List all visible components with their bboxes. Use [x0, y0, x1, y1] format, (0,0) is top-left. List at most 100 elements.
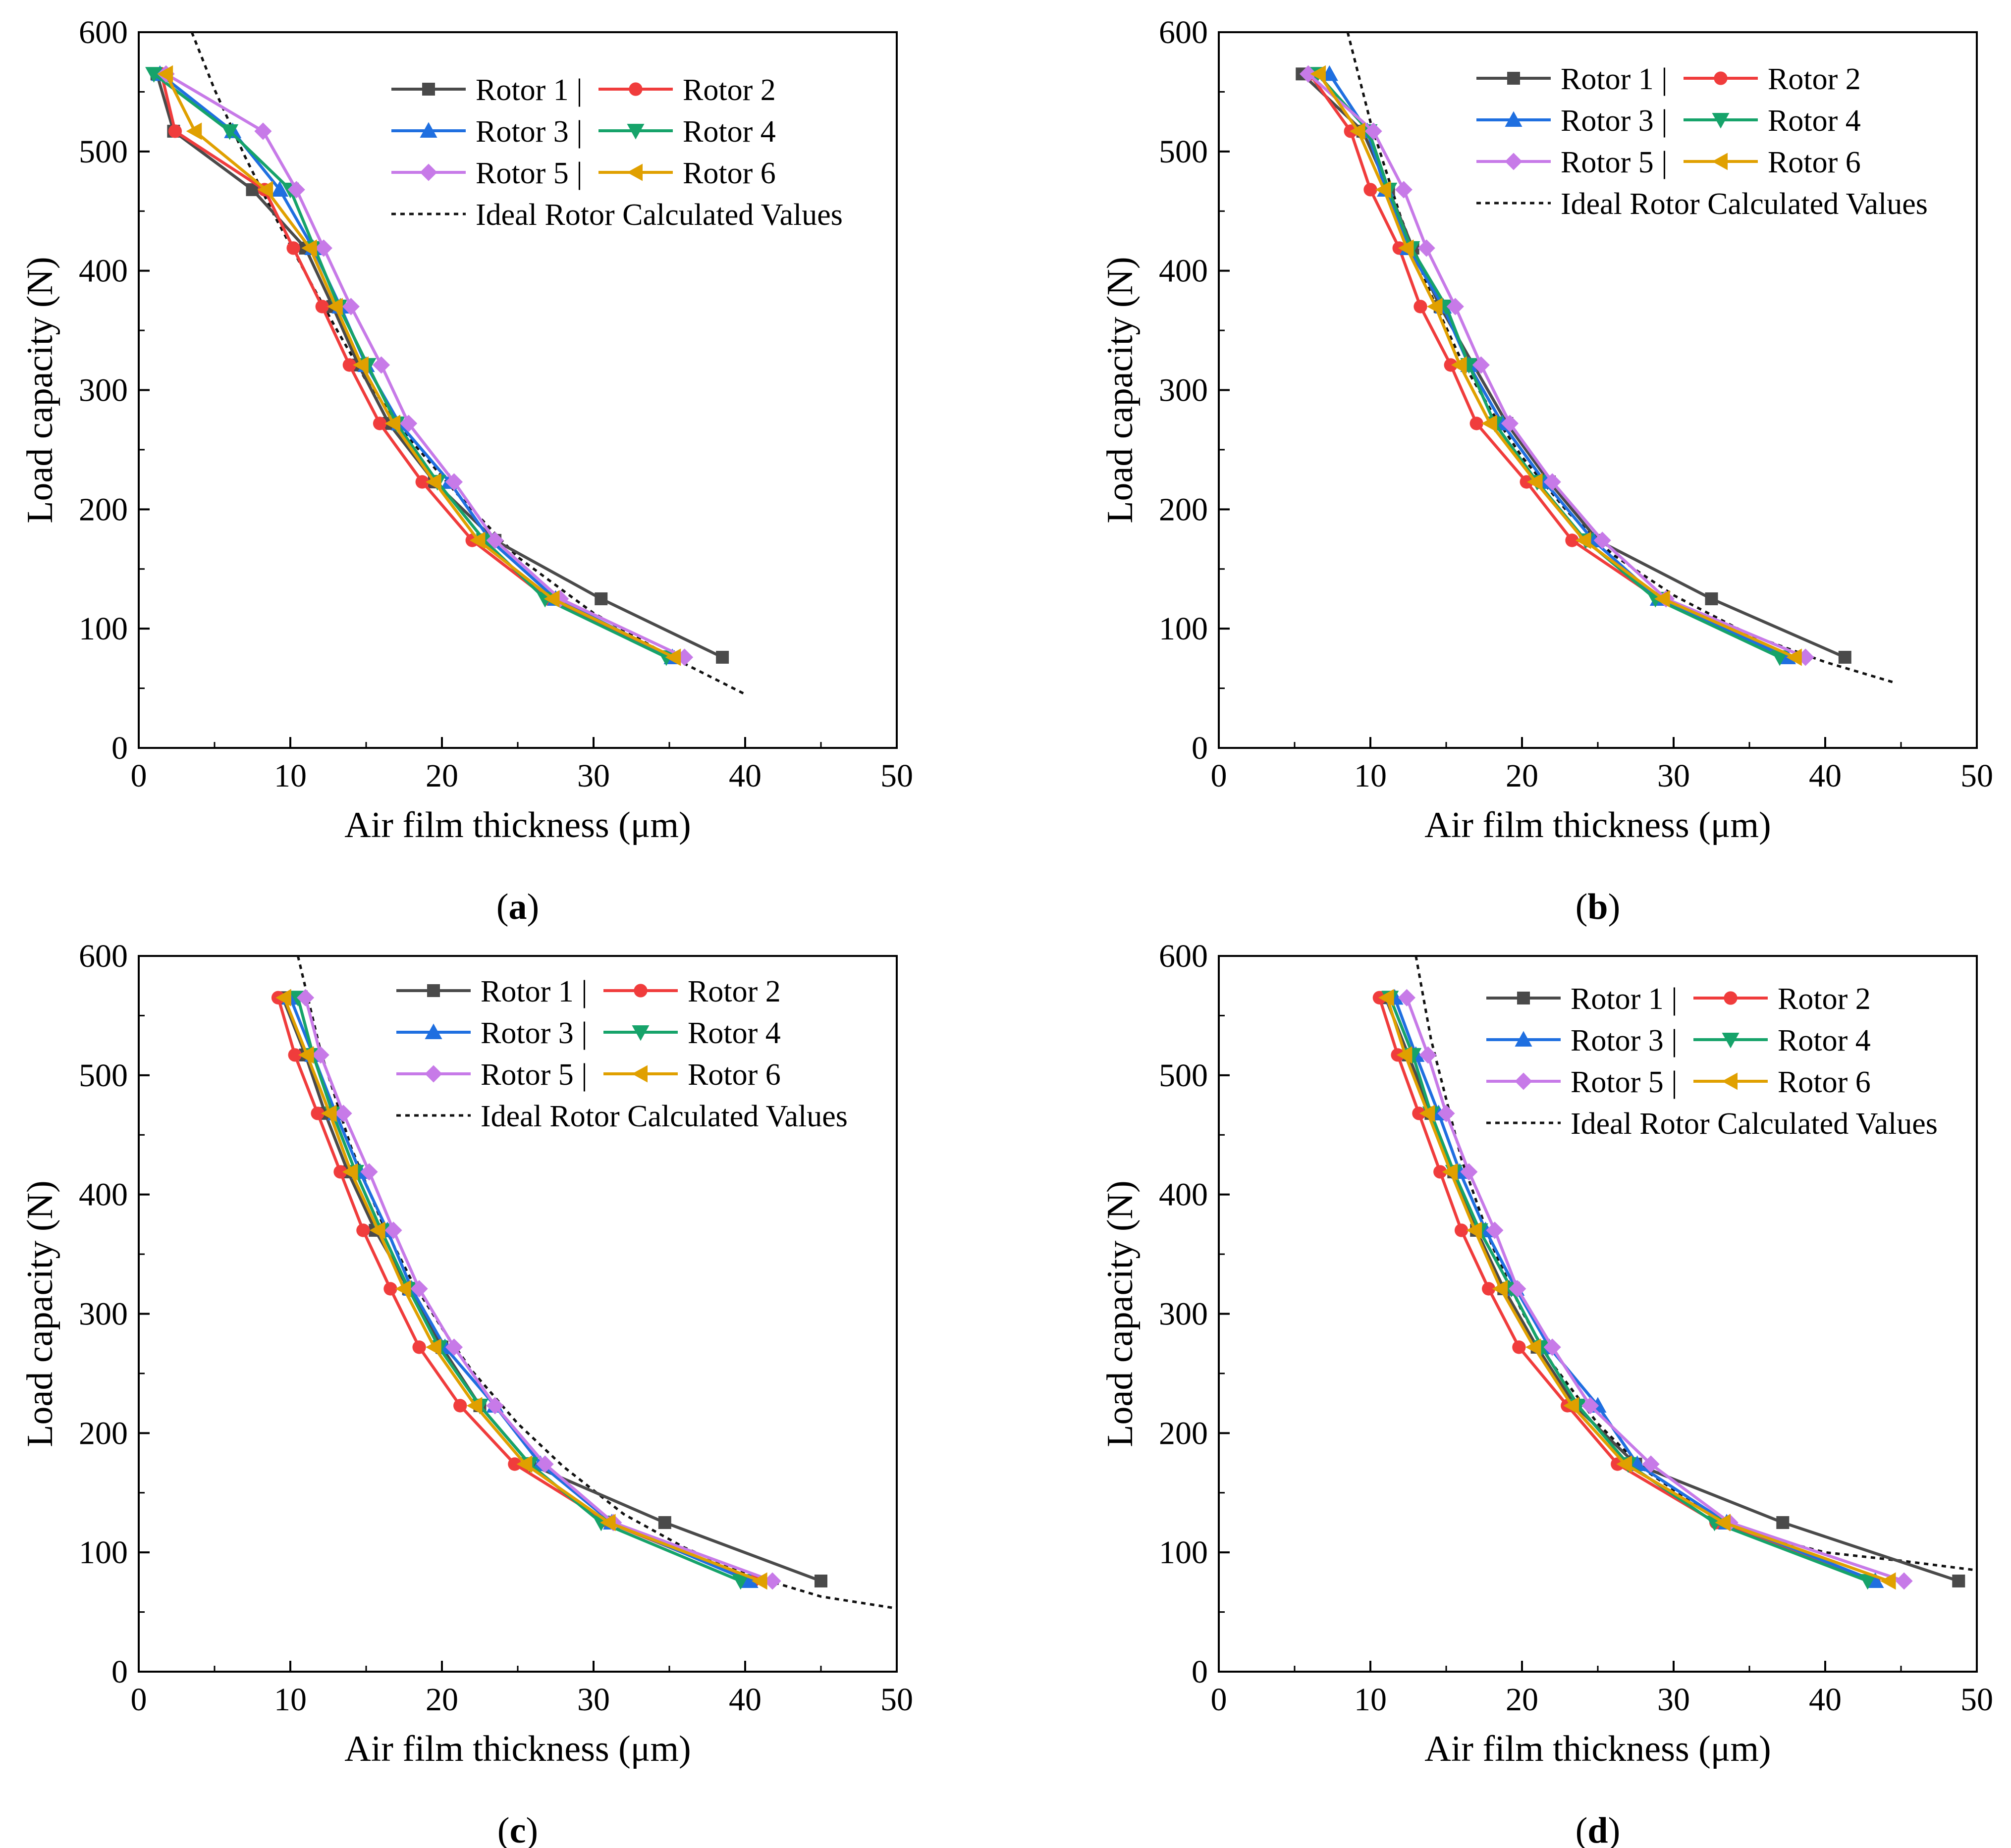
x-tick-label: 10 — [1354, 1682, 1387, 1718]
data-point-rotor-6 — [1396, 1046, 1413, 1064]
data-point-rotor-2 — [286, 241, 300, 255]
legend-label-rotor-5: Rotor 5 | — [476, 157, 583, 190]
legend-marker-rotor-1 — [1507, 72, 1520, 85]
data-point-rotor-6 — [1481, 415, 1497, 432]
x-tick-label: 0 — [1211, 758, 1227, 794]
x-tick-label: 20 — [426, 758, 458, 794]
data-point-rotor-5 — [486, 1397, 504, 1415]
legend-label-rotor-4: Rotor 4 — [688, 1016, 781, 1050]
legend-label-ideal: Ideal Rotor Calculated Values — [481, 1100, 848, 1133]
panel-label: (b) — [1576, 887, 1620, 927]
x-tick-label: 30 — [577, 1682, 610, 1718]
data-point-rotor-5 — [1419, 1046, 1437, 1064]
data-point-rotor-2 — [1454, 1223, 1468, 1237]
x-axis-title: Air film thickness (μm) — [344, 805, 691, 845]
data-point-rotor-6 — [1398, 239, 1414, 257]
legend-marker-rotor-2 — [1714, 71, 1728, 85]
data-point-rotor-5 — [287, 181, 305, 199]
data-point-rotor-5 — [342, 298, 360, 316]
data-point-rotor-6 — [1427, 298, 1443, 316]
y-tick-label: 300 — [1159, 372, 1208, 409]
data-point-rotor-6 — [600, 1514, 616, 1531]
panel-label-close: ) — [1608, 887, 1621, 927]
legend-label-rotor-6: Rotor 6 — [688, 1058, 781, 1092]
data-point-rotor-1 — [595, 592, 608, 605]
legend-marker-rotor-1 — [427, 984, 440, 997]
x-tick-label: 0 — [131, 758, 147, 794]
series-line-rotor-1 — [155, 73, 723, 659]
data-point-rotor-5 — [486, 531, 504, 549]
data-point-rotor-2 — [1363, 183, 1377, 197]
panel-label-open: ( — [496, 887, 509, 927]
legend: Rotor 1 | Rotor 2 Rotor 3 | Rotor 4 Rotor 5 … — [391, 73, 843, 232]
x-tick-label: 30 — [1657, 1682, 1690, 1718]
data-point-rotor-2 — [311, 1107, 325, 1120]
data-point-rotor-6 — [1575, 531, 1591, 549]
data-point-rotor-5 — [763, 1572, 781, 1590]
data-point-rotor-6 — [1349, 122, 1365, 140]
legend-label-rotor-1: Rotor 1 | — [1561, 62, 1668, 96]
data-point-rotor-5 — [1299, 65, 1317, 83]
x-tick-label: 50 — [1960, 1682, 1993, 1718]
legend-marker-rotor-4 — [1722, 1032, 1739, 1049]
y-tick-label: 600 — [1159, 14, 1208, 51]
data-point-rotor-5 — [1543, 1338, 1561, 1356]
panel-label-open: ( — [1576, 887, 1588, 927]
data-point-rotor-5 — [1472, 356, 1490, 374]
data-point-rotor-3 — [1866, 1572, 1884, 1588]
y-tick-label: 100 — [79, 611, 128, 647]
data-point-rotor-5 — [373, 356, 390, 374]
panel-label-letter: b — [1587, 887, 1608, 927]
data-point-rotor-5 — [384, 1221, 402, 1239]
data-point-rotor-5 — [1460, 1163, 1478, 1181]
data-point-rotor-2 — [315, 300, 329, 314]
legend-marker-rotor-6 — [627, 163, 643, 181]
data-point-rotor-6 — [395, 1280, 411, 1298]
data-point-rotor-6 — [1880, 1572, 1896, 1590]
legend-label-rotor-4: Rotor 4 — [1768, 104, 1861, 138]
legend-label-rotor-2: Rotor 2 — [1778, 982, 1871, 1016]
x-tick-label: 40 — [1809, 1682, 1842, 1718]
legend-marker-rotor-3 — [1515, 1031, 1532, 1047]
data-point-rotor-1 — [716, 650, 729, 664]
data-point-rotor-5 — [334, 1105, 352, 1122]
y-tick-label: 200 — [1159, 1415, 1208, 1451]
data-point-rotor-6 — [1525, 1338, 1541, 1356]
data-point-rotor-6 — [1442, 1163, 1458, 1181]
x-tick-label: 20 — [1506, 1682, 1538, 1718]
data-point-rotor-6 — [466, 1397, 483, 1415]
y-tick-label: 0 — [1192, 1654, 1208, 1690]
y-tick-label: 400 — [1159, 253, 1208, 289]
data-point-rotor-2 — [412, 1340, 426, 1354]
data-point-rotor-5 — [297, 989, 315, 1006]
data-point-rotor-1 — [658, 1516, 671, 1529]
data-point-rotor-6 — [1451, 356, 1467, 374]
data-point-rotor-5 — [1642, 1455, 1660, 1473]
data-point-rotor-5 — [410, 1280, 428, 1298]
data-point-rotor-2 — [1444, 358, 1458, 372]
data-point-rotor-6 — [426, 473, 441, 491]
data-point-rotor-6 — [1563, 1397, 1579, 1415]
data-point-rotor-2 — [1412, 1107, 1426, 1120]
panel-label: (c) — [497, 1810, 538, 1848]
legend-label-rotor-3: Rotor 3 | — [481, 1016, 588, 1050]
data-point-rotor-6 — [665, 648, 681, 666]
y-tick-label: 600 — [1159, 938, 1208, 974]
y-tick-label: 300 — [79, 372, 128, 409]
plot-area — [145, 32, 746, 695]
panel-label: (d) — [1576, 1810, 1620, 1848]
y-tick-label: 0 — [111, 730, 128, 766]
data-point-rotor-2 — [1469, 417, 1483, 430]
data-point-rotor-5 — [1364, 122, 1382, 140]
data-point-rotor-5 — [312, 1046, 329, 1064]
x-tick-label: 40 — [729, 758, 761, 794]
legend-label-rotor-2: Rotor 2 — [683, 73, 776, 107]
y-axis-title: Load capacity (N) — [20, 1180, 60, 1447]
legend-marker-rotor-6 — [1712, 153, 1728, 170]
data-point-rotor-2 — [508, 1457, 522, 1471]
legend-label-rotor-6: Rotor 6 — [683, 157, 776, 190]
x-tick-label: 40 — [1809, 758, 1842, 794]
y-tick-label: 100 — [79, 1534, 128, 1571]
